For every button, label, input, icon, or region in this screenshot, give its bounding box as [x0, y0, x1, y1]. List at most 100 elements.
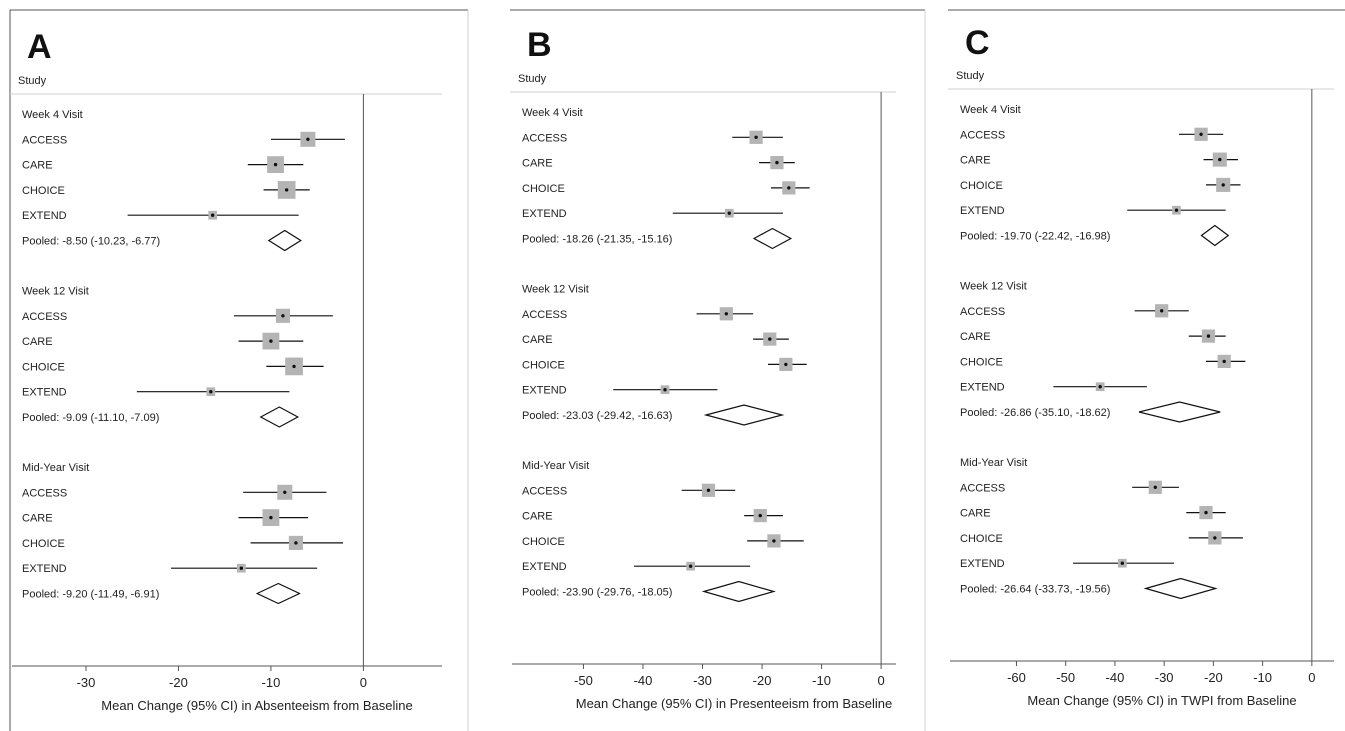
study-name: EXTEND [960, 382, 1005, 394]
pooled-estimate-label: Pooled: -19.70 (-22.42, -16.98) [960, 231, 1110, 243]
column-header-study: Study [518, 73, 547, 85]
study-name: CHOICE [522, 359, 565, 371]
study-name: CARE [522, 334, 553, 346]
point-estimate-marker [1218, 157, 1222, 162]
x-tick-label: -40 [634, 673, 653, 688]
x-tick-label: -50 [1056, 670, 1075, 685]
x-tick-label: -20 [1204, 670, 1223, 685]
x-tick-label: -10 [1253, 670, 1272, 685]
study-name: EXTEND [522, 561, 567, 573]
study-name: ACCESS [960, 129, 1005, 141]
group-label: Week 12 Visit [22, 286, 89, 298]
pooled-estimate-label: Pooled: -9.09 (-11.10, -7.09) [22, 412, 159, 424]
study-name: EXTEND [22, 210, 67, 222]
forest-panel-b: B Study Week 4 Visit ACCESS CARE CHOICE EXTEND… [510, 9, 926, 731]
x-tick-label: -30 [693, 673, 712, 688]
study-name: CHOICE [522, 536, 565, 548]
x-axis-label: Mean Change (95% CI) in Presenteeism fro… [576, 696, 892, 711]
study-name: CARE [22, 336, 53, 348]
pooled-estimate-label: Pooled: -23.90 (-29.76, -18.05) [522, 587, 672, 599]
forest-panel-c: C Study Week 4 Visit ACCESS CARE CHOICE EXTEND… [948, 9, 1345, 708]
column-header-study: Study [956, 70, 985, 82]
study-name: CHOICE [22, 185, 65, 197]
study-name: CARE [960, 331, 991, 343]
point-estimate-marker [1206, 334, 1211, 338]
group-label: Mid-Year Visit [960, 457, 1027, 469]
point-estimate-marker [239, 566, 244, 570]
study-name: CHOICE [960, 356, 1003, 368]
group-label: Week 4 Visit [960, 104, 1021, 116]
point-estimate-marker [306, 137, 310, 141]
group-label: Mid-Year Visit [22, 462, 89, 474]
study-name: ACCESS [22, 487, 67, 499]
study-group: Mid-Year Visit ACCESS CARE CHOICE EXTEND Pool… [22, 462, 344, 605]
pooled-estimate-diamond [1200, 224, 1230, 247]
point-estimate-marker [787, 186, 791, 190]
study-name: CARE [960, 508, 991, 520]
x-tick-label: -20 [753, 673, 772, 688]
study-name: CHOICE [522, 183, 565, 195]
study-name: CARE [22, 513, 53, 525]
study-name: EXTEND [522, 208, 567, 220]
point-estimate-marker [1120, 561, 1125, 565]
pooled-estimate-diamond [752, 227, 793, 250]
study-name: CHOICE [22, 538, 65, 550]
x-tick-label: 0 [360, 675, 367, 690]
x-tick-label: -10 [812, 673, 831, 688]
study-name: ACCESS [960, 306, 1005, 318]
point-estimate-marker [1204, 510, 1208, 515]
point-estimate-marker [1159, 309, 1164, 313]
x-axis-label: Mean Change (95% CI) in Absenteeism from… [101, 698, 412, 713]
panel-letter: A [27, 28, 52, 66]
pooled-estimate-diamond [1143, 577, 1218, 600]
study-name: EXTEND [22, 387, 67, 399]
point-estimate-marker [727, 211, 732, 215]
study-name: EXTEND [22, 563, 67, 575]
point-estimate-marker [784, 362, 788, 367]
x-tick-label: 0 [877, 673, 884, 688]
x-axis-label: Mean Change (95% CI) in TWPI from Baseli… [1027, 693, 1296, 708]
study-name: CARE [960, 155, 991, 167]
point-estimate-marker [663, 388, 667, 392]
study-name: EXTEND [522, 385, 567, 397]
x-tick-label: -60 [1007, 670, 1026, 685]
study-name: ACCESS [522, 132, 567, 144]
pooled-estimate-label: Pooled: -26.86 (-35.10, -18.62) [960, 407, 1110, 419]
pooled-estimate-diamond [1138, 401, 1221, 423]
x-tick-label: -40 [1106, 670, 1125, 685]
pooled-estimate-label: Pooled: -23.03 (-29.42, -16.63) [522, 410, 672, 422]
study-group: Week 4 Visit ACCESS CARE CHOICE EXTEND Pooled… [522, 107, 810, 250]
point-estimate-marker [1221, 183, 1225, 187]
point-estimate-marker [1199, 132, 1203, 136]
column-header-study: Study [18, 75, 47, 87]
study-group: Week 12 Visit ACCESS CARE CHOICE EXTEND Poole… [22, 286, 333, 428]
point-estimate-marker [1213, 536, 1217, 540]
x-tick-label: -10 [262, 675, 281, 690]
point-estimate-marker [281, 314, 285, 318]
forest-panel-a: A Study Week 4 Visit ACCESS CARE CHOICE EXTEND… [10, 9, 469, 731]
study-group: Week 12 Visit ACCESS CARE CHOICE EXTEND Poole… [960, 281, 1246, 423]
point-estimate-marker [1098, 385, 1102, 389]
point-estimate-marker [269, 515, 273, 520]
pooled-estimate-diamond [259, 406, 300, 428]
study-name: EXTEND [960, 558, 1005, 570]
pooled-estimate-label: Pooled: -9.20 (-11.49, -6.91) [22, 589, 159, 601]
study-name: EXTEND [960, 205, 1005, 217]
study-name: CARE [522, 511, 553, 523]
point-estimate-marker [772, 539, 776, 543]
x-tick-label: -30 [1155, 670, 1174, 685]
study-group: Mid-Year Visit ACCESS CARE CHOICE EXTEND Pool… [522, 460, 804, 603]
x-tick-label: -20 [169, 675, 188, 690]
panel-letter: C [965, 24, 990, 62]
group-label: Week 12 Visit [522, 284, 589, 296]
point-estimate-marker [724, 312, 729, 316]
study-name: ACCESS [22, 311, 67, 323]
x-tick-label: 0 [1308, 670, 1315, 685]
point-estimate-marker [284, 188, 289, 192]
study-group: Week 4 Visit ACCESS CARE CHOICE EXTEND Pooled… [960, 104, 1241, 247]
pooled-estimate-diamond [701, 580, 776, 603]
study-name: CARE [22, 160, 53, 172]
study-group: Week 4 Visit ACCESS CARE CHOICE EXTEND Pooled… [22, 109, 345, 252]
group-label: Week 4 Visit [22, 109, 83, 121]
